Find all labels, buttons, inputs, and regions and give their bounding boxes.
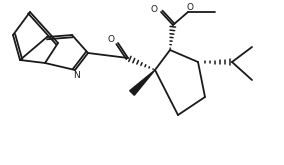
Polygon shape [130,70,155,95]
Text: N: N [73,71,79,81]
Text: O: O [108,35,114,45]
Text: O: O [151,4,158,14]
Text: O: O [187,2,193,12]
